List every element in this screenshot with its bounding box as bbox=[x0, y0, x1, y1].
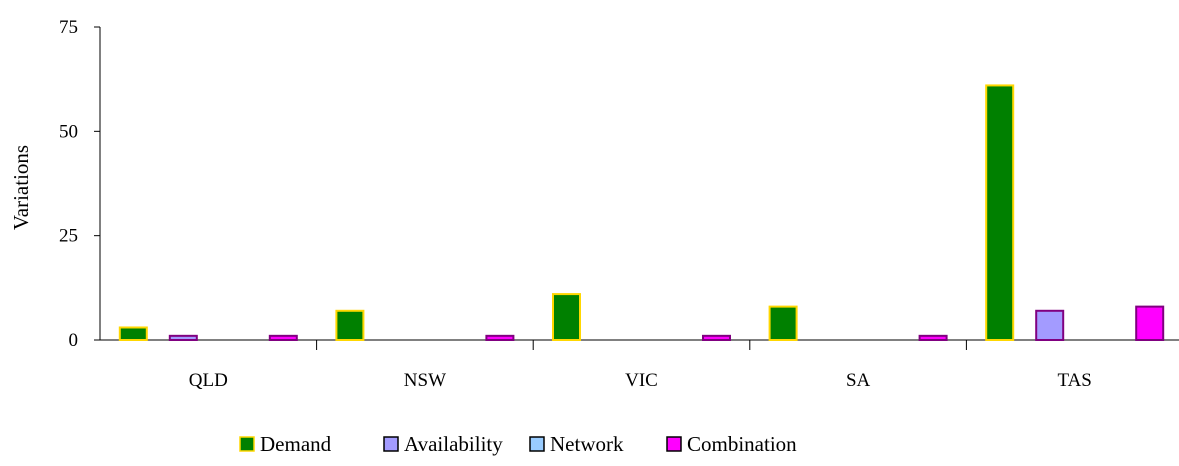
y-tick-label: 50 bbox=[59, 121, 78, 142]
legend: Demand Availability Network Combination bbox=[239, 432, 797, 456]
legend-swatch-demand bbox=[239, 436, 255, 452]
bar-combination-qld bbox=[268, 334, 298, 341]
bar-availability-tas bbox=[1035, 309, 1065, 341]
bar-availability-qld bbox=[168, 334, 198, 341]
y-tick-label: 0 bbox=[69, 330, 79, 351]
bar-combination-vic bbox=[702, 334, 731, 341]
y-axis-title: Variations bbox=[9, 145, 33, 230]
x-tick-label-nsw: NSW bbox=[404, 370, 446, 391]
bars bbox=[118, 84, 1165, 342]
bar-demand-vic bbox=[552, 293, 581, 341]
bar-demand-nsw bbox=[335, 309, 365, 341]
legend-swatch-availability bbox=[383, 436, 399, 452]
bar-combination-nsw bbox=[485, 334, 515, 341]
y-tick-label: 75 bbox=[59, 17, 78, 38]
legend-swatch-network bbox=[529, 436, 545, 452]
bar-demand-sa bbox=[768, 305, 798, 342]
x-tick-label-qld: QLD bbox=[189, 370, 228, 391]
x-tick-label-tas: TAS bbox=[1058, 370, 1092, 391]
legend-label-availability: Availability bbox=[404, 432, 503, 456]
x-tick-label-vic: VIC bbox=[625, 370, 658, 391]
legend-label-network: Network bbox=[550, 432, 624, 456]
y-tick-label: 25 bbox=[59, 226, 78, 247]
bar-demand-qld bbox=[118, 326, 148, 342]
axis-labels: 0 25 50 75 Variations QLD NSW VIC SA TAS bbox=[9, 17, 1092, 391]
bar-demand-tas bbox=[985, 84, 1015, 341]
axes bbox=[94, 26, 1179, 350]
legend-label-combination: Combination bbox=[687, 432, 797, 456]
bar-combination-sa bbox=[918, 334, 948, 341]
x-tick-label-sa: SA bbox=[846, 370, 871, 391]
bar-combination-tas bbox=[1135, 305, 1165, 342]
legend-label-demand: Demand bbox=[260, 432, 332, 456]
legend-swatch-combination bbox=[666, 436, 682, 452]
